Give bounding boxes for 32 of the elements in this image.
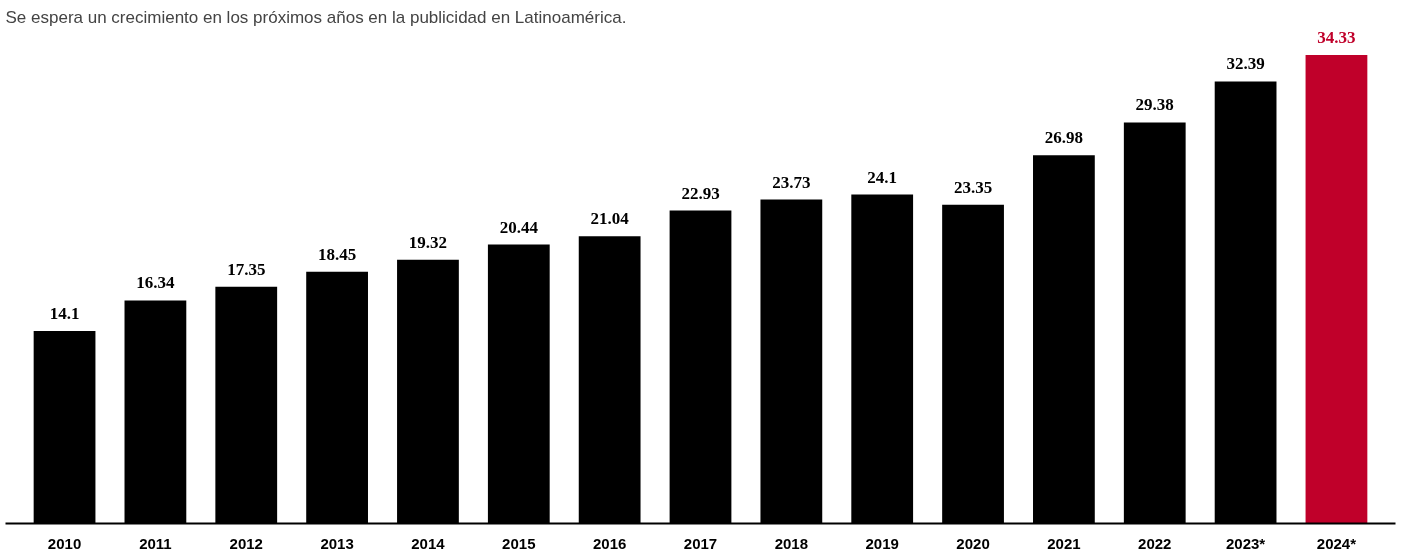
data-label: 23.35 (953, 177, 993, 197)
data-label: 24.1 (867, 167, 898, 187)
data-label: 17.35 (227, 259, 266, 279)
x-tick-label: 2015 (502, 534, 536, 552)
bar (1305, 54, 1368, 524)
chart-title: Se espera un crecimiento en los próximos años en la publicidad en Latinoamérica. (5, 7, 627, 27)
data-label: 23.73 (772, 172, 811, 192)
data-label: 18.45 (317, 244, 357, 264)
data-label: 16.34 (136, 273, 176, 293)
data-label: 20.44 (499, 217, 539, 237)
x-tick-label: 2021 (1047, 534, 1081, 552)
data-label: 19.32 (408, 232, 448, 252)
data-label: 32.39 (1226, 54, 1265, 74)
data-label: 34.33 (1317, 27, 1356, 47)
x-tick-label: 2014 (411, 534, 446, 552)
x-tick-label: 2010 (47, 534, 82, 552)
x-tick-label: 2022 (1138, 534, 1172, 552)
x-tick-label: 2016 (592, 534, 627, 552)
x-tick-label: 2019 (865, 534, 899, 552)
x-tick-label: 2020 (956, 534, 990, 552)
data-label: 29.38 (1135, 95, 1174, 115)
data-label: 21.04 (590, 209, 630, 229)
data-label: 22.93 (681, 183, 720, 203)
x-tick-label: 2013 (320, 534, 354, 552)
x-tick-label: 2011 (139, 534, 172, 552)
x-tick-label: 2023* (1225, 534, 1266, 552)
data-label: 14.1 (49, 304, 80, 324)
x-tick-label: 2012 (229, 534, 263, 552)
data-label: 26.98 (1044, 128, 1084, 148)
x-tick-label: 2018 (774, 534, 809, 552)
x-tick-label: 2017 (683, 534, 718, 552)
x-tick-label: 2024* (1316, 534, 1357, 552)
